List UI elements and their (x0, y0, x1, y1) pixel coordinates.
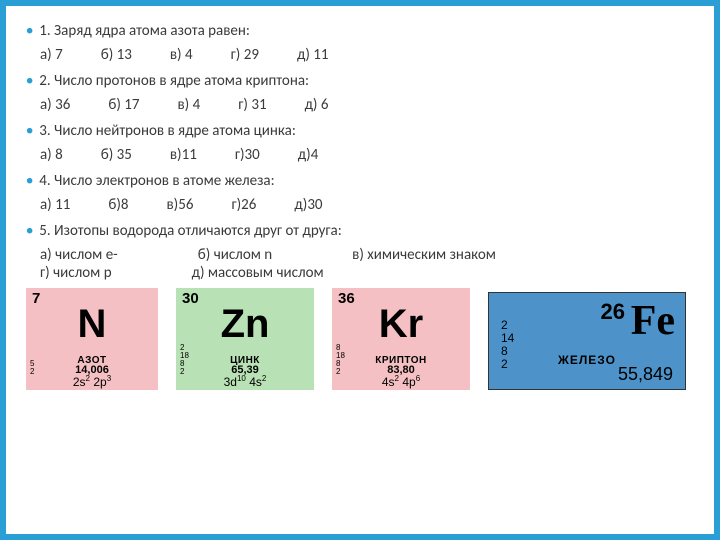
opt: г) числом р (40, 264, 112, 282)
question-5: ● 5. Изотопы водорода отличаются друг от… (26, 222, 694, 282)
opt: д) 6 (305, 96, 329, 114)
tile-zinc: 30 Zn 2 18 8 2 ЦИНК 65,39 3d10 4s2 (176, 288, 314, 390)
options-row: а) числом е- б) числом n в) химическим з… (40, 246, 694, 264)
element-symbol: N (26, 302, 158, 347)
cfg: 2p (93, 375, 106, 389)
opt: в)56 (167, 196, 194, 214)
opt: в) химическим знаком (352, 246, 496, 264)
question-text-line: ● 5. Изотопы водорода отличаются друг от… (26, 222, 694, 240)
opt: б) 13 (101, 46, 132, 64)
question-2: ● 2. Число протонов в ядре атома криптон… (26, 72, 694, 114)
element-symbol: Zn (176, 302, 314, 347)
cfg: 4s (249, 375, 262, 389)
question-options: а) 11 б)8 в)56 г)26 д)30 (40, 196, 694, 214)
question-options: а) 36 б) 17 в) 4 г) 31 д) 6 (40, 96, 694, 114)
opt: а) 11 (40, 196, 70, 214)
opt: г)26 (231, 196, 256, 214)
opt: б) 17 (108, 96, 139, 114)
electron-config: 3d10 4s2 (176, 374, 314, 389)
opt: а) числом е- (40, 246, 118, 264)
slide: ● 1. Заряд ядра атома азота равен: а) 7 … (6, 6, 714, 534)
question-text: 1. Заряд ядра атома азота равен: (39, 22, 250, 40)
cfg-sup: 3 (107, 374, 111, 383)
opt: в) 4 (177, 96, 200, 114)
electron-config: 2s2 2p3 (26, 374, 158, 389)
cfg-sup: 2 (86, 374, 90, 383)
question-1: ● 1. Заряд ядра атома азота равен: а) 7 … (26, 22, 694, 64)
electron-config: 4s2 4p6 (332, 374, 470, 389)
options-row: г) числом р д) массовым числом (40, 264, 694, 282)
cfg: 4s (382, 375, 395, 389)
tile-nitrogen: 7 N 5 2 АЗОТ 14,006 2s2 2p3 (26, 288, 158, 390)
question-3: ● 3. Число нейтронов в ядре атома цинка:… (26, 122, 694, 164)
bullet-icon: ● (26, 124, 33, 138)
opt: в)11 (170, 146, 197, 164)
question-text-line: ● 4. Число электронов в атоме железа: (26, 172, 694, 190)
question-4: ● 4. Число электронов в атоме железа: а)… (26, 172, 694, 214)
opt: г) 31 (238, 96, 266, 114)
opt: д) массовым числом (192, 264, 324, 282)
cfg-sup: 10 (237, 374, 246, 383)
question-text: 4. Число электронов в атоме железа: (39, 172, 274, 190)
cfg-sup: 6 (416, 374, 420, 383)
opt: б)8 (108, 196, 128, 214)
opt: д) 11 (297, 46, 329, 64)
question-text-line: ● 1. Заряд ядра атома азота равен: (26, 22, 694, 40)
bullet-icon: ● (26, 174, 33, 188)
element-tiles: 7 N 5 2 АЗОТ 14,006 2s2 2p3 30 Zn 2 18 8… (26, 288, 694, 390)
opt: г) 29 (231, 46, 259, 64)
question-text: 2. Число протонов в ядре атома криптона: (39, 72, 309, 90)
opt: б) числом n (198, 246, 272, 264)
opt: г)30 (235, 146, 260, 164)
element-symbol: Kr (332, 302, 470, 347)
cfg-sup: 2 (395, 374, 399, 383)
bullet-icon: ● (26, 74, 33, 88)
opt: а) 36 (40, 96, 70, 114)
question-text: 5. Изотопы водорода отличаются друг от д… (39, 222, 341, 240)
cfg: 2s (73, 375, 86, 389)
opt: в) 4 (170, 46, 193, 64)
atomic-number: 26 (601, 299, 625, 325)
cfg: 4p (402, 375, 415, 389)
bullet-icon: ● (26, 224, 33, 238)
atomic-mass: 55,849 (618, 364, 673, 385)
question-text-line: ● 2. Число протонов в ядре атома криптон… (26, 72, 694, 90)
opt: д)4 (298, 146, 319, 164)
cfg-sup: 2 (262, 374, 266, 383)
cfg: 3d (224, 375, 237, 389)
question-text-line: ● 3. Число нейтронов в ядре атома цинка: (26, 122, 694, 140)
question-options: а) 8 б) 35 в)11 г)30 д)4 (40, 146, 694, 164)
question-options: а) 7 б) 13 в) 4 г) 29 д) 11 (40, 46, 694, 64)
bullet-icon: ● (26, 24, 33, 38)
element-symbol: Fe (631, 297, 675, 345)
question-options: а) числом е- б) числом n в) химическим з… (40, 246, 694, 282)
opt: а) 7 (40, 46, 63, 64)
tile-krypton: 36 Kr 8 18 8 2 КРИПТОН 83,80 4s2 4p6 (332, 288, 470, 390)
opt: д)30 (294, 196, 322, 214)
opt: б) 35 (101, 146, 132, 164)
tile-iron: 26 Fe 2 14 8 2 ЖЕЛЕЗО 55,849 (488, 292, 686, 390)
question-text: 3. Число нейтронов в ядре атома цинка: (39, 122, 296, 140)
opt: а) 8 (40, 146, 63, 164)
